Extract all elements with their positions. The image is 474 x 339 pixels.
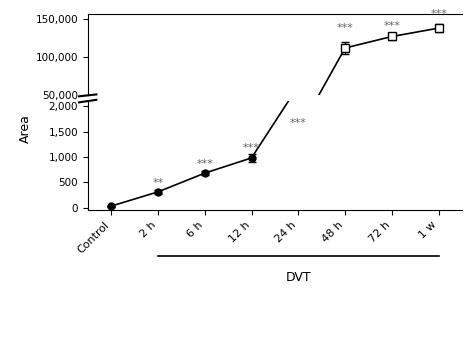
Text: ***: *** bbox=[196, 159, 213, 169]
Text: **: ** bbox=[152, 178, 164, 188]
Text: DVT: DVT bbox=[285, 271, 311, 284]
Text: ***: *** bbox=[430, 9, 447, 19]
Text: ***: *** bbox=[383, 21, 401, 31]
Text: ***: *** bbox=[290, 119, 307, 128]
Text: ***: *** bbox=[243, 143, 260, 153]
Text: Area: Area bbox=[19, 114, 32, 143]
Text: ***: *** bbox=[337, 23, 354, 34]
